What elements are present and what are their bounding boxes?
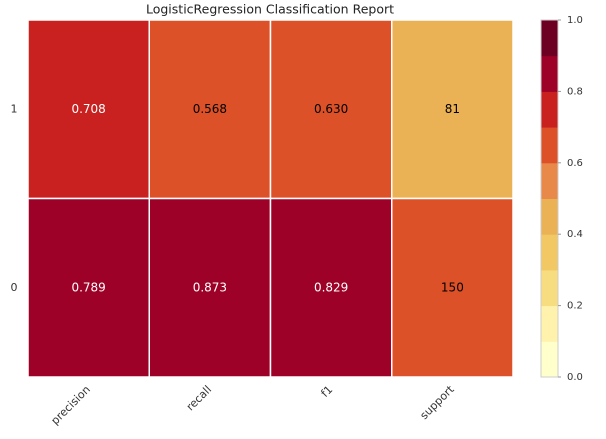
colorbar-tick-label: 0.6 <box>567 158 583 169</box>
colorbar-band <box>541 91 558 128</box>
cell-label: 0.708 <box>71 102 105 116</box>
x-tick-label: support <box>418 383 458 423</box>
colorbar-tick-label: 0.2 <box>567 301 583 312</box>
heatmap-cell <box>269 197 393 378</box>
x-tick-label: f1 <box>318 383 335 400</box>
heatmap-cell <box>391 19 514 200</box>
chart-title: LogisticRegression Classification Report <box>146 2 394 17</box>
colorbar-band <box>541 198 558 235</box>
colorbar-band <box>541 341 558 378</box>
colorbar-tick-label: 0.8 <box>567 86 583 97</box>
colorbar-band <box>541 127 558 164</box>
heatmap-cell <box>391 197 514 378</box>
x-tick-label: recall <box>184 383 214 413</box>
cell-label: 0.568 <box>193 102 227 116</box>
colorbar-band <box>541 269 558 307</box>
colorbar-tick-label: 0.4 <box>567 229 583 240</box>
cell-label: 0.873 <box>193 280 227 294</box>
colorbar-band <box>541 20 558 57</box>
cell-label: 150 <box>441 280 464 294</box>
y-tick-label: 1 <box>11 102 18 115</box>
x-tick-label: precision <box>49 383 93 427</box>
colorbar-band <box>541 162 558 199</box>
cell-label: 0.630 <box>314 102 348 116</box>
colorbar-tick-label: 0.0 <box>567 372 583 383</box>
heatmap-cell <box>27 197 150 378</box>
colorbar-band <box>541 234 558 271</box>
heatmap-cell <box>27 19 150 200</box>
colorbar-border <box>540 19 559 378</box>
heatmap-cell <box>148 19 272 200</box>
cell-label: 0.789 <box>71 280 105 294</box>
cell-label: 81 <box>445 102 460 116</box>
cell-label: 0.829 <box>314 280 348 294</box>
heatmap-cell <box>148 197 272 378</box>
colorbar-tick-label: 1.0 <box>567 15 583 26</box>
colorbar-band <box>541 305 558 342</box>
y-tick-label: 0 <box>11 281 18 294</box>
colorbar-band <box>541 55 558 92</box>
